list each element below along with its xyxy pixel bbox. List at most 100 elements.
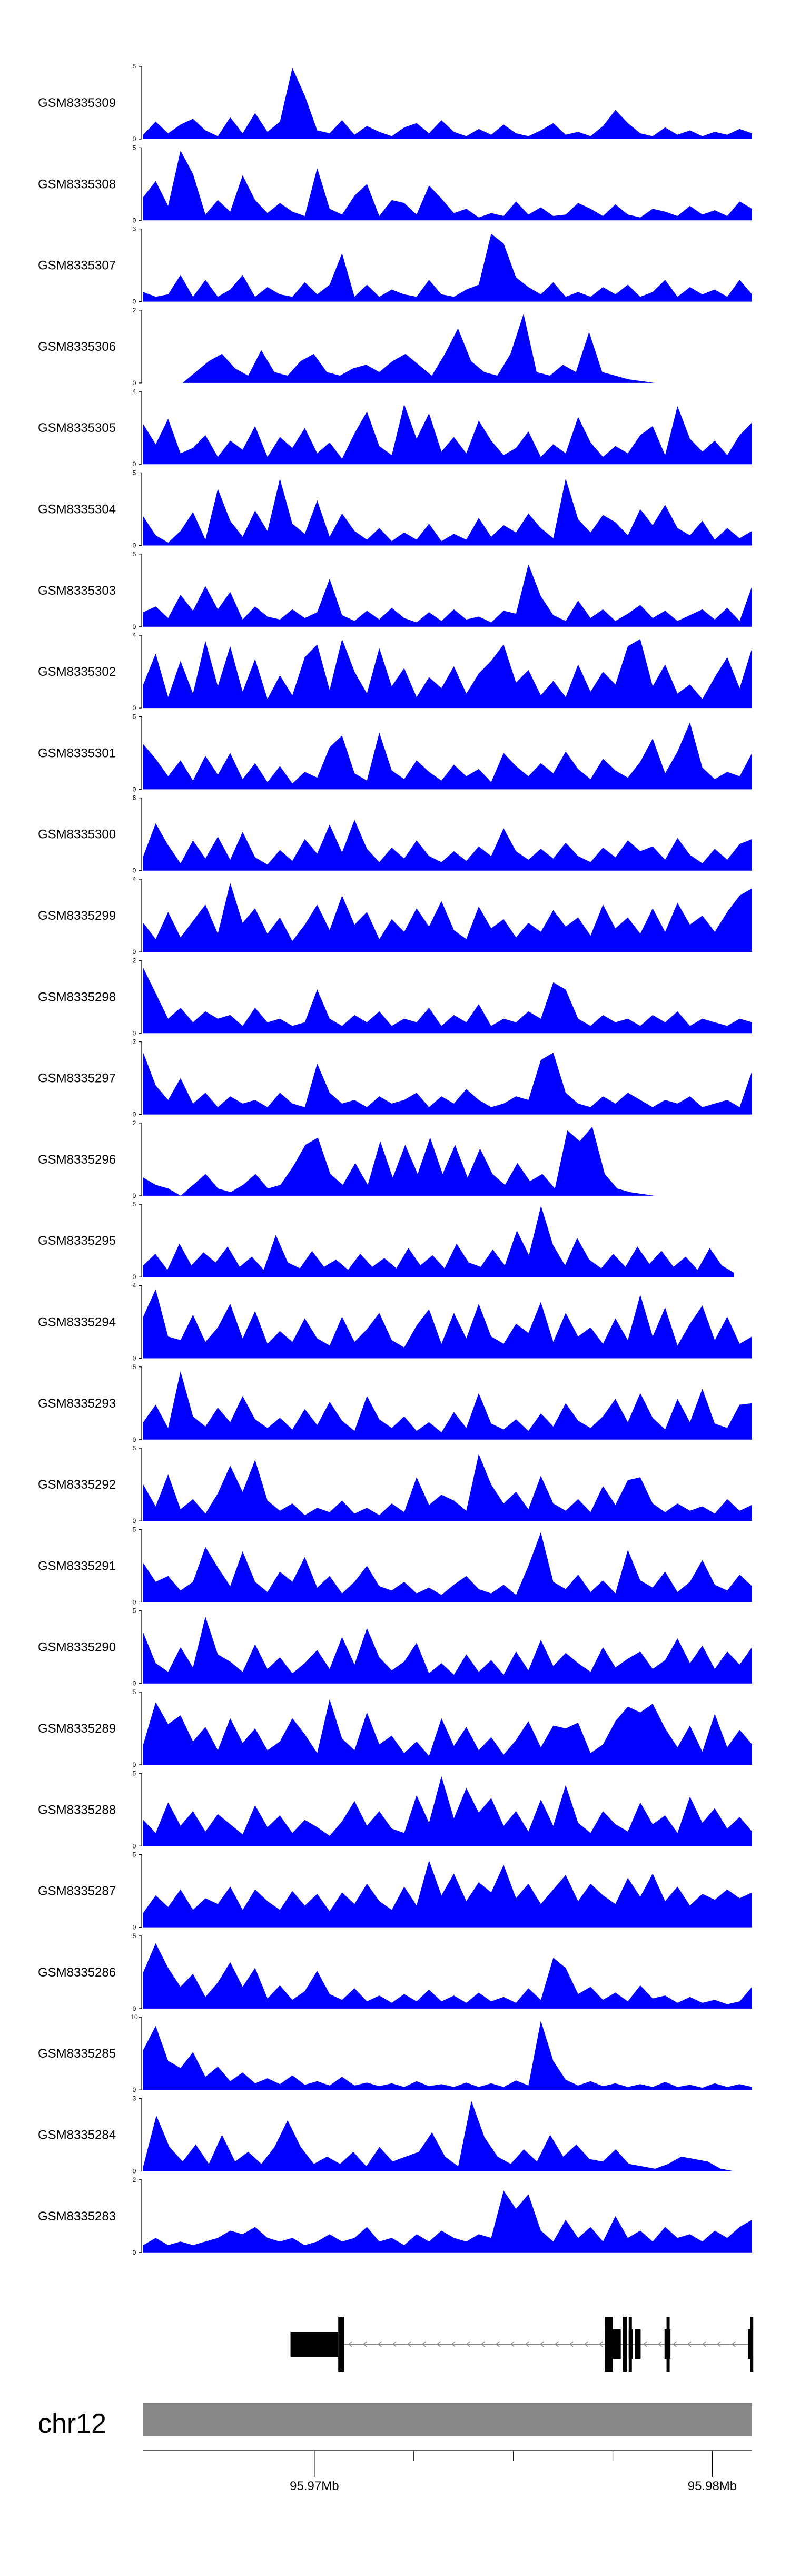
coordinate-label: 95.98Mb <box>688 2479 737 2493</box>
exon-block <box>290 2332 339 2357</box>
strand-arrow <box>525 2341 529 2347</box>
track-label: GSM8335307 <box>38 259 116 273</box>
y-tick-label-max: 2 <box>133 957 136 964</box>
coverage-area <box>143 882 752 952</box>
y-tick-label-max: 5 <box>133 144 136 151</box>
coverage-area <box>143 1943 752 2009</box>
gene-model-track <box>290 2317 754 2372</box>
strand-arrow <box>510 2341 515 2347</box>
chromosome-ideogram <box>143 2403 752 2436</box>
coverage-area <box>143 2021 752 2090</box>
strand-arrow <box>658 2341 662 2347</box>
y-tick-label-max: 5 <box>133 1688 136 1696</box>
coding-exon <box>666 2317 670 2372</box>
y-tick-label-max: 5 <box>133 1607 136 1615</box>
strand-arrow <box>466 2341 470 2347</box>
y-tick-label-zero: 0 <box>133 704 136 712</box>
y-tick-label-zero: 0 <box>133 217 136 224</box>
y-tick-label-max: 2 <box>133 307 136 314</box>
track-label: GSM8335296 <box>38 1153 116 1167</box>
strand-arrow <box>451 2341 456 2347</box>
strand-arrow <box>392 2341 397 2347</box>
y-tick-label-zero: 0 <box>133 948 136 956</box>
track-label: GSM8335291 <box>38 1559 116 1573</box>
track-label: GSM8335288 <box>38 1803 116 1817</box>
coverage-area <box>143 150 752 221</box>
track-GSM8335306: GSM8335306 2 0 <box>38 307 655 387</box>
y-tick-label-zero: 0 <box>133 623 136 631</box>
strand-arrow <box>481 2341 485 2347</box>
track-GSM8335286: GSM8335286 5 0 <box>38 1932 752 2012</box>
track-GSM8335304: GSM8335304 5 0 <box>38 469 752 549</box>
y-tick-label-max: 6 <box>133 794 136 802</box>
coverage-area <box>143 1126 655 1196</box>
exon-block <box>635 2329 641 2359</box>
track-label: GSM8335294 <box>38 1315 116 1330</box>
y-tick-label-max: 5 <box>133 1851 136 1859</box>
y-tick-label-max: 5 <box>133 550 136 558</box>
y-tick-label-zero: 0 <box>133 2005 136 2012</box>
track-GSM8335307: GSM8335307 3 0 <box>38 225 752 306</box>
strand-arrow <box>540 2341 544 2347</box>
track-GSM8335302: GSM8335302 4 0 <box>38 632 752 712</box>
y-tick-label-max: 10 <box>131 2013 138 2021</box>
track-GSM8335283: GSM8335283 2 0 <box>38 2176 752 2256</box>
strand-arrow <box>407 2341 411 2347</box>
coverage-area <box>143 639 752 709</box>
coverage-area <box>143 1616 752 1684</box>
y-tick-label-zero: 0 <box>133 1436 136 1443</box>
y-tick-label-max: 5 <box>133 713 136 720</box>
y-tick-label-zero: 0 <box>133 1355 136 1362</box>
coverage-area <box>143 1454 752 1521</box>
y-tick-label-zero: 0 <box>133 298 136 306</box>
track-GSM8335284: GSM8335284 3 0 <box>38 2095 734 2175</box>
track-label: GSM8335297 <box>38 1071 116 1086</box>
track-GSM8335294: GSM8335294 4 0 <box>38 1282 752 1362</box>
track-GSM8335290: GSM8335290 5 0 <box>38 1607 752 1687</box>
coverage-area <box>143 404 752 465</box>
y-tick-label-max: 2 <box>133 2176 136 2184</box>
coding-exon <box>623 2317 627 2372</box>
y-tick-label-zero: 0 <box>133 867 136 874</box>
y-tick-label-max: 2 <box>133 1119 136 1127</box>
coding-exon <box>628 2317 632 2372</box>
track-GSM8335298: GSM8335298 2 0 <box>38 957 752 1037</box>
track-GSM8335303: GSM8335303 5 0 <box>38 550 752 631</box>
strand-arrow <box>673 2341 677 2347</box>
coding-exon <box>750 2317 754 2372</box>
coverage-area <box>143 1206 734 1277</box>
y-tick-label-zero: 0 <box>133 1192 136 1199</box>
track-label: GSM8335302 <box>38 665 116 679</box>
y-tick-label-zero: 0 <box>133 2249 136 2256</box>
track-GSM8335308: GSM8335308 5 0 <box>38 144 752 224</box>
track-GSM8335292: GSM8335292 5 0 <box>38 1444 752 1525</box>
track-label: GSM8335299 <box>38 909 116 923</box>
strand-arrow <box>422 2341 426 2347</box>
track-label: GSM8335287 <box>38 1884 116 1899</box>
track-label: GSM8335289 <box>38 1722 116 1736</box>
track-GSM8335300: GSM8335300 6 0 <box>38 794 752 874</box>
coverage-area <box>143 233 752 302</box>
y-tick-label-zero: 0 <box>133 542 136 549</box>
coverage-area <box>143 820 752 871</box>
y-tick-label-max: 5 <box>133 63 136 70</box>
track-label: GSM8335301 <box>38 746 116 760</box>
track-GSM8335299: GSM8335299 4 0 <box>38 876 752 956</box>
y-tick-label-zero: 0 <box>133 1680 136 1687</box>
track-GSM8335297: GSM8335297 2 0 <box>38 1038 752 1118</box>
y-tick-label-zero: 0 <box>133 379 136 387</box>
track-label: GSM8335292 <box>38 1478 116 1492</box>
y-tick-label-max: 5 <box>133 1363 136 1371</box>
coverage-area <box>143 478 752 546</box>
strand-arrow <box>496 2341 500 2347</box>
strand-arrow <box>732 2341 736 2347</box>
coverage-area <box>143 1860 752 1928</box>
strand-arrow <box>643 2341 647 2347</box>
strand-arrow <box>687 2341 692 2347</box>
track-label: GSM8335309 <box>38 96 116 110</box>
coordinate-label: 95.97Mb <box>290 2479 339 2493</box>
y-tick-label-zero: 0 <box>133 460 136 468</box>
chromosome-label: chr12 <box>38 2408 106 2439</box>
y-tick-label-max: 5 <box>133 1769 136 1777</box>
